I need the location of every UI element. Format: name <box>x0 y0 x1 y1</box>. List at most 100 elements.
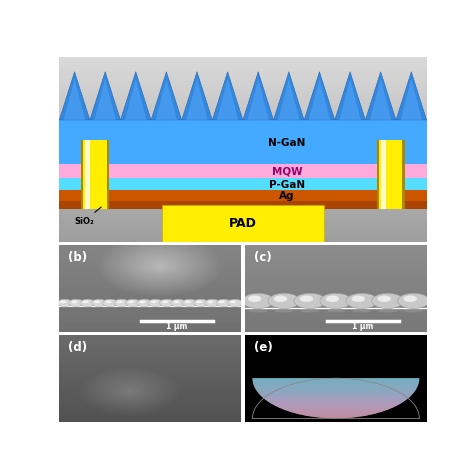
Polygon shape <box>268 401 404 402</box>
Circle shape <box>216 299 231 307</box>
Polygon shape <box>255 389 416 390</box>
Circle shape <box>300 295 313 302</box>
Text: MQW: MQW <box>272 166 302 176</box>
Polygon shape <box>259 394 412 395</box>
Polygon shape <box>247 79 269 120</box>
Bar <box>162 205 324 242</box>
Polygon shape <box>265 400 407 401</box>
Polygon shape <box>315 417 357 418</box>
Circle shape <box>205 299 220 307</box>
Text: N-GaN: N-GaN <box>268 138 306 148</box>
Circle shape <box>162 301 168 303</box>
Polygon shape <box>253 379 419 380</box>
Polygon shape <box>254 384 419 385</box>
Circle shape <box>80 299 95 307</box>
Polygon shape <box>273 405 398 406</box>
Bar <box>59 120 427 164</box>
Circle shape <box>230 301 236 303</box>
Polygon shape <box>155 79 177 120</box>
Polygon shape <box>260 395 412 396</box>
Polygon shape <box>212 72 243 120</box>
Ellipse shape <box>274 310 294 312</box>
Polygon shape <box>253 378 419 379</box>
Polygon shape <box>396 72 427 120</box>
Polygon shape <box>257 391 415 392</box>
Text: SiO₂: SiO₂ <box>74 207 101 226</box>
Circle shape <box>193 299 209 307</box>
Circle shape <box>403 295 417 302</box>
Polygon shape <box>217 79 238 120</box>
Polygon shape <box>310 416 362 417</box>
Text: (b): (b) <box>68 251 87 264</box>
Polygon shape <box>339 79 361 120</box>
Polygon shape <box>292 412 380 413</box>
Circle shape <box>294 293 326 309</box>
Circle shape <box>320 293 352 309</box>
Text: (e): (e) <box>254 341 273 354</box>
Polygon shape <box>278 79 300 120</box>
Polygon shape <box>370 79 392 120</box>
Circle shape <box>346 293 378 309</box>
Ellipse shape <box>352 310 372 312</box>
Circle shape <box>106 301 111 303</box>
Circle shape <box>83 301 89 303</box>
Circle shape <box>173 301 179 303</box>
Ellipse shape <box>326 310 346 312</box>
Polygon shape <box>335 72 365 120</box>
Ellipse shape <box>404 310 423 312</box>
Bar <box>59 164 427 178</box>
Circle shape <box>372 293 404 309</box>
Bar <box>82 140 109 209</box>
Polygon shape <box>259 393 413 394</box>
Polygon shape <box>270 403 401 404</box>
Polygon shape <box>269 402 402 403</box>
Polygon shape <box>182 72 212 120</box>
Ellipse shape <box>248 310 268 312</box>
Circle shape <box>148 299 163 307</box>
Bar <box>85 140 90 209</box>
Circle shape <box>94 301 100 303</box>
Circle shape <box>377 295 391 302</box>
Circle shape <box>268 293 300 309</box>
Polygon shape <box>278 407 394 408</box>
Text: 1 μm: 1 μm <box>166 322 188 331</box>
Text: P-GaN: P-GaN <box>269 180 305 190</box>
Circle shape <box>60 301 66 303</box>
Polygon shape <box>401 79 422 120</box>
Circle shape <box>72 301 77 303</box>
Circle shape <box>208 301 213 303</box>
Circle shape <box>228 299 243 307</box>
Polygon shape <box>186 79 208 120</box>
Polygon shape <box>302 415 369 416</box>
Circle shape <box>242 293 274 309</box>
Circle shape <box>196 301 202 303</box>
Ellipse shape <box>301 310 319 312</box>
Polygon shape <box>255 388 417 389</box>
Circle shape <box>69 299 84 307</box>
Polygon shape <box>151 72 182 120</box>
Polygon shape <box>243 72 273 120</box>
Polygon shape <box>309 79 330 120</box>
Circle shape <box>137 299 152 307</box>
Bar <box>377 140 405 209</box>
Polygon shape <box>262 397 410 398</box>
Bar <box>59 178 427 191</box>
Polygon shape <box>253 383 419 384</box>
Circle shape <box>352 295 365 302</box>
Circle shape <box>248 295 261 302</box>
Polygon shape <box>276 406 395 407</box>
Circle shape <box>114 299 129 307</box>
Bar <box>83 140 107 209</box>
Polygon shape <box>254 386 418 387</box>
Bar <box>59 191 427 201</box>
Polygon shape <box>286 410 386 411</box>
Circle shape <box>185 301 191 303</box>
Polygon shape <box>281 408 391 409</box>
Circle shape <box>274 295 287 302</box>
Text: PAD: PAD <box>229 218 257 230</box>
Text: (c): (c) <box>254 251 272 264</box>
Circle shape <box>398 293 429 309</box>
Circle shape <box>91 299 107 307</box>
Polygon shape <box>261 396 410 397</box>
Polygon shape <box>258 392 414 393</box>
